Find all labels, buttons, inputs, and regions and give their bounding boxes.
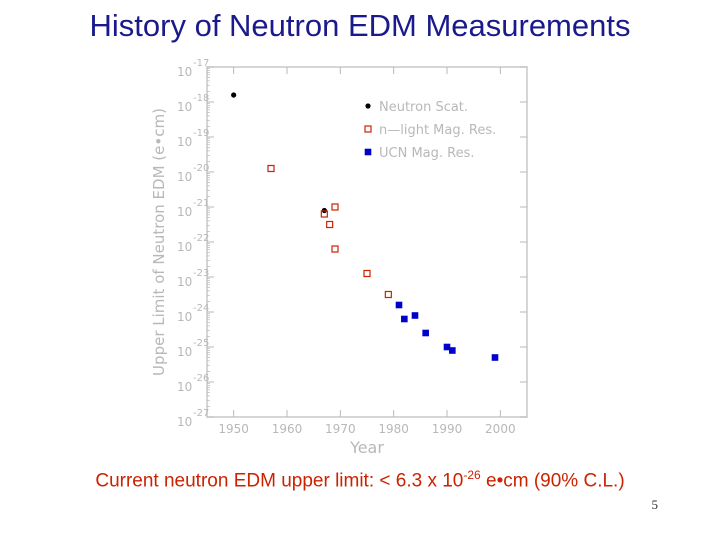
y-tick-exponent: -27 — [193, 408, 209, 419]
caption-prefix: Current neutron EDM upper limit: < 6.3 x… — [95, 470, 464, 492]
legend-marker — [364, 125, 372, 133]
data-points — [231, 92, 499, 361]
legend-marker — [364, 148, 372, 156]
y-tick-exponent: -18 — [193, 93, 209, 104]
data-point-series-2 — [401, 315, 408, 323]
y-tick-base: 10 — [177, 345, 192, 359]
y-tick-base: 10 — [177, 240, 192, 254]
x-tick-label: 1950 — [218, 422, 249, 436]
y-tick-exponent: -23 — [193, 268, 209, 279]
y-tick-base: 10 — [177, 170, 192, 184]
x-tick-label: 1970 — [325, 422, 356, 436]
data-point-series-1 — [363, 269, 371, 278]
y-tick-exponent: -24 — [193, 303, 209, 314]
legend-label: n—light Mag. Res. — [379, 123, 496, 138]
data-point-series-2 — [491, 354, 499, 361]
x-axis-label: Year — [349, 438, 384, 457]
y-tick-exponent: -21 — [193, 198, 209, 209]
y-tick-base: 10 — [177, 380, 192, 394]
y-tick-exponent: -17 — [193, 58, 209, 69]
legend: Neutron Scat. n—light Mag. Res. UCN Mag. R… — [364, 100, 496, 161]
y-axis-ticks: 10-1710-1810-1910-2010-2110-2210-2310-24… — [177, 58, 527, 429]
y-tick-exponent: -19 — [193, 128, 209, 139]
data-point-series-2 — [443, 343, 451, 351]
y-tick-base: 10 — [177, 205, 192, 219]
y-tick-base: 10 — [177, 135, 192, 149]
data-point-series-1 — [320, 210, 328, 218]
plot-frame — [206, 66, 528, 418]
caption-exponent: -26 — [463, 468, 481, 482]
data-point-series-0 — [231, 92, 237, 98]
data-point-series-2 — [422, 329, 429, 337]
legend-marker — [365, 103, 371, 109]
x-axis-ticks: 1950 1960 1970 1980 1990 2000 — [218, 67, 516, 436]
x-tick-label: 1990 — [432, 422, 463, 436]
y-tick-exponent: -22 — [193, 233, 209, 244]
x-tick-label: 1960 — [272, 422, 303, 436]
caption-suffix: e•cm (90% C.L.) — [480, 470, 625, 492]
y-tick-base: 10 — [177, 100, 192, 114]
data-point-series-2 — [449, 347, 456, 354]
y-tick-base: 10 — [177, 65, 192, 79]
data-point-series-1 — [384, 290, 392, 299]
x-tick-label: 2000 — [485, 422, 516, 436]
data-point-series-2 — [411, 312, 419, 319]
data-point-series-1 — [326, 220, 334, 229]
y-axis-label: Upper Limit of Neutron EDM (e•cm) — [150, 108, 168, 376]
caption: Current neutron EDM upper limit: < 6.3 x… — [0, 468, 720, 492]
x-tick-label: 1980 — [378, 422, 409, 436]
edm-chart: 1950 1960 1970 1980 1990 2000 10-1710-1810-19… — [150, 58, 528, 457]
slide-title: History of Neutron EDM Measurements — [89, 8, 631, 43]
y-tick-base: 10 — [177, 310, 192, 324]
data-point-series-1 — [331, 245, 339, 253]
legend-label: Neutron Scat. — [379, 100, 468, 115]
y-tick-exponent: -26 — [193, 373, 209, 384]
y-tick-base: 10 — [177, 275, 192, 289]
y-tick-exponent: -20 — [193, 163, 209, 174]
y-tick-base: 10 — [177, 415, 192, 429]
data-point-series-1 — [267, 164, 275, 173]
legend-label: UCN Mag. Res. — [379, 146, 475, 161]
page-number: 5 — [651, 497, 659, 512]
data-point-series-1 — [331, 203, 339, 211]
y-tick-exponent: -25 — [193, 338, 209, 349]
data-point-series-2 — [395, 301, 403, 309]
